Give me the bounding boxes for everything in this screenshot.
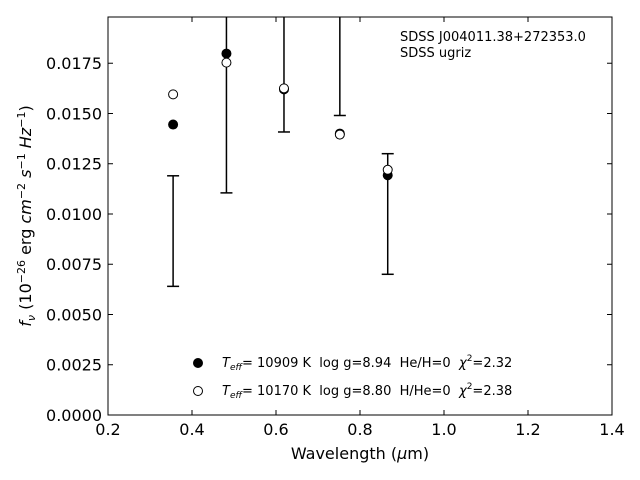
x-tick-label: 1.2 bbox=[515, 420, 540, 439]
x-tick-label: 1.0 bbox=[431, 420, 456, 439]
legend-marker-open bbox=[193, 386, 203, 396]
legend-label-2: Teff= 10170 K log g=8.80 H/He=0 χ2=2.38 bbox=[222, 382, 512, 401]
legend-label-1: Teff= 10909 K log g=8.94 He/H=0 χ2=2.32 bbox=[222, 354, 512, 373]
model-point-open bbox=[221, 57, 232, 68]
y-tick-label: 0.0100 bbox=[46, 205, 102, 224]
x-axis-title: Wavelength (μm) bbox=[291, 444, 429, 463]
y-axis-title: fν (10−26 erg cm−2 s−1 Hz−1) bbox=[15, 105, 38, 326]
plot-frame bbox=[107, 16, 613, 416]
object-name-annotation: SDSS J004011.38+272353.0 bbox=[400, 30, 586, 45]
model-point-open bbox=[278, 83, 289, 94]
x-tick-label: 0.8 bbox=[347, 420, 372, 439]
x-tick-label: 0.2 bbox=[95, 420, 120, 439]
data-points bbox=[168, 48, 393, 181]
y-tick-label: 0.0125 bbox=[46, 155, 102, 174]
model-point-open bbox=[334, 129, 345, 140]
error-bars bbox=[167, 17, 394, 288]
x-tick-label: 0.6 bbox=[263, 420, 288, 439]
filter-annotation: SDSS ugriz bbox=[400, 46, 471, 61]
model-point-open bbox=[382, 164, 393, 175]
x-tick-label: 1.4 bbox=[599, 420, 624, 439]
y-tick-label: 0.0150 bbox=[46, 104, 102, 123]
model-point-filled bbox=[168, 119, 179, 130]
y-tick-label: 0.0025 bbox=[46, 356, 102, 375]
y-tick-label: 0.0075 bbox=[46, 255, 102, 274]
legend: Teff= 10909 K log g=8.94 He/H=0 χ2=2.32 … bbox=[193, 354, 512, 401]
legend-marker-filled bbox=[193, 358, 203, 368]
axis-ticks: 0.2 0.4 0.6 0.8 1.0 1.2 1.4 0.0000 0.0025 0.0050 0… bbox=[46, 17, 625, 439]
x-tick-label: 0.4 bbox=[179, 420, 204, 439]
y-tick-label: 0.0000 bbox=[46, 406, 102, 425]
model-point-open bbox=[168, 89, 179, 100]
y-tick-label: 0.0050 bbox=[46, 305, 102, 324]
y-tick-label: 0.0175 bbox=[46, 54, 102, 73]
model-point-filled bbox=[221, 48, 232, 59]
